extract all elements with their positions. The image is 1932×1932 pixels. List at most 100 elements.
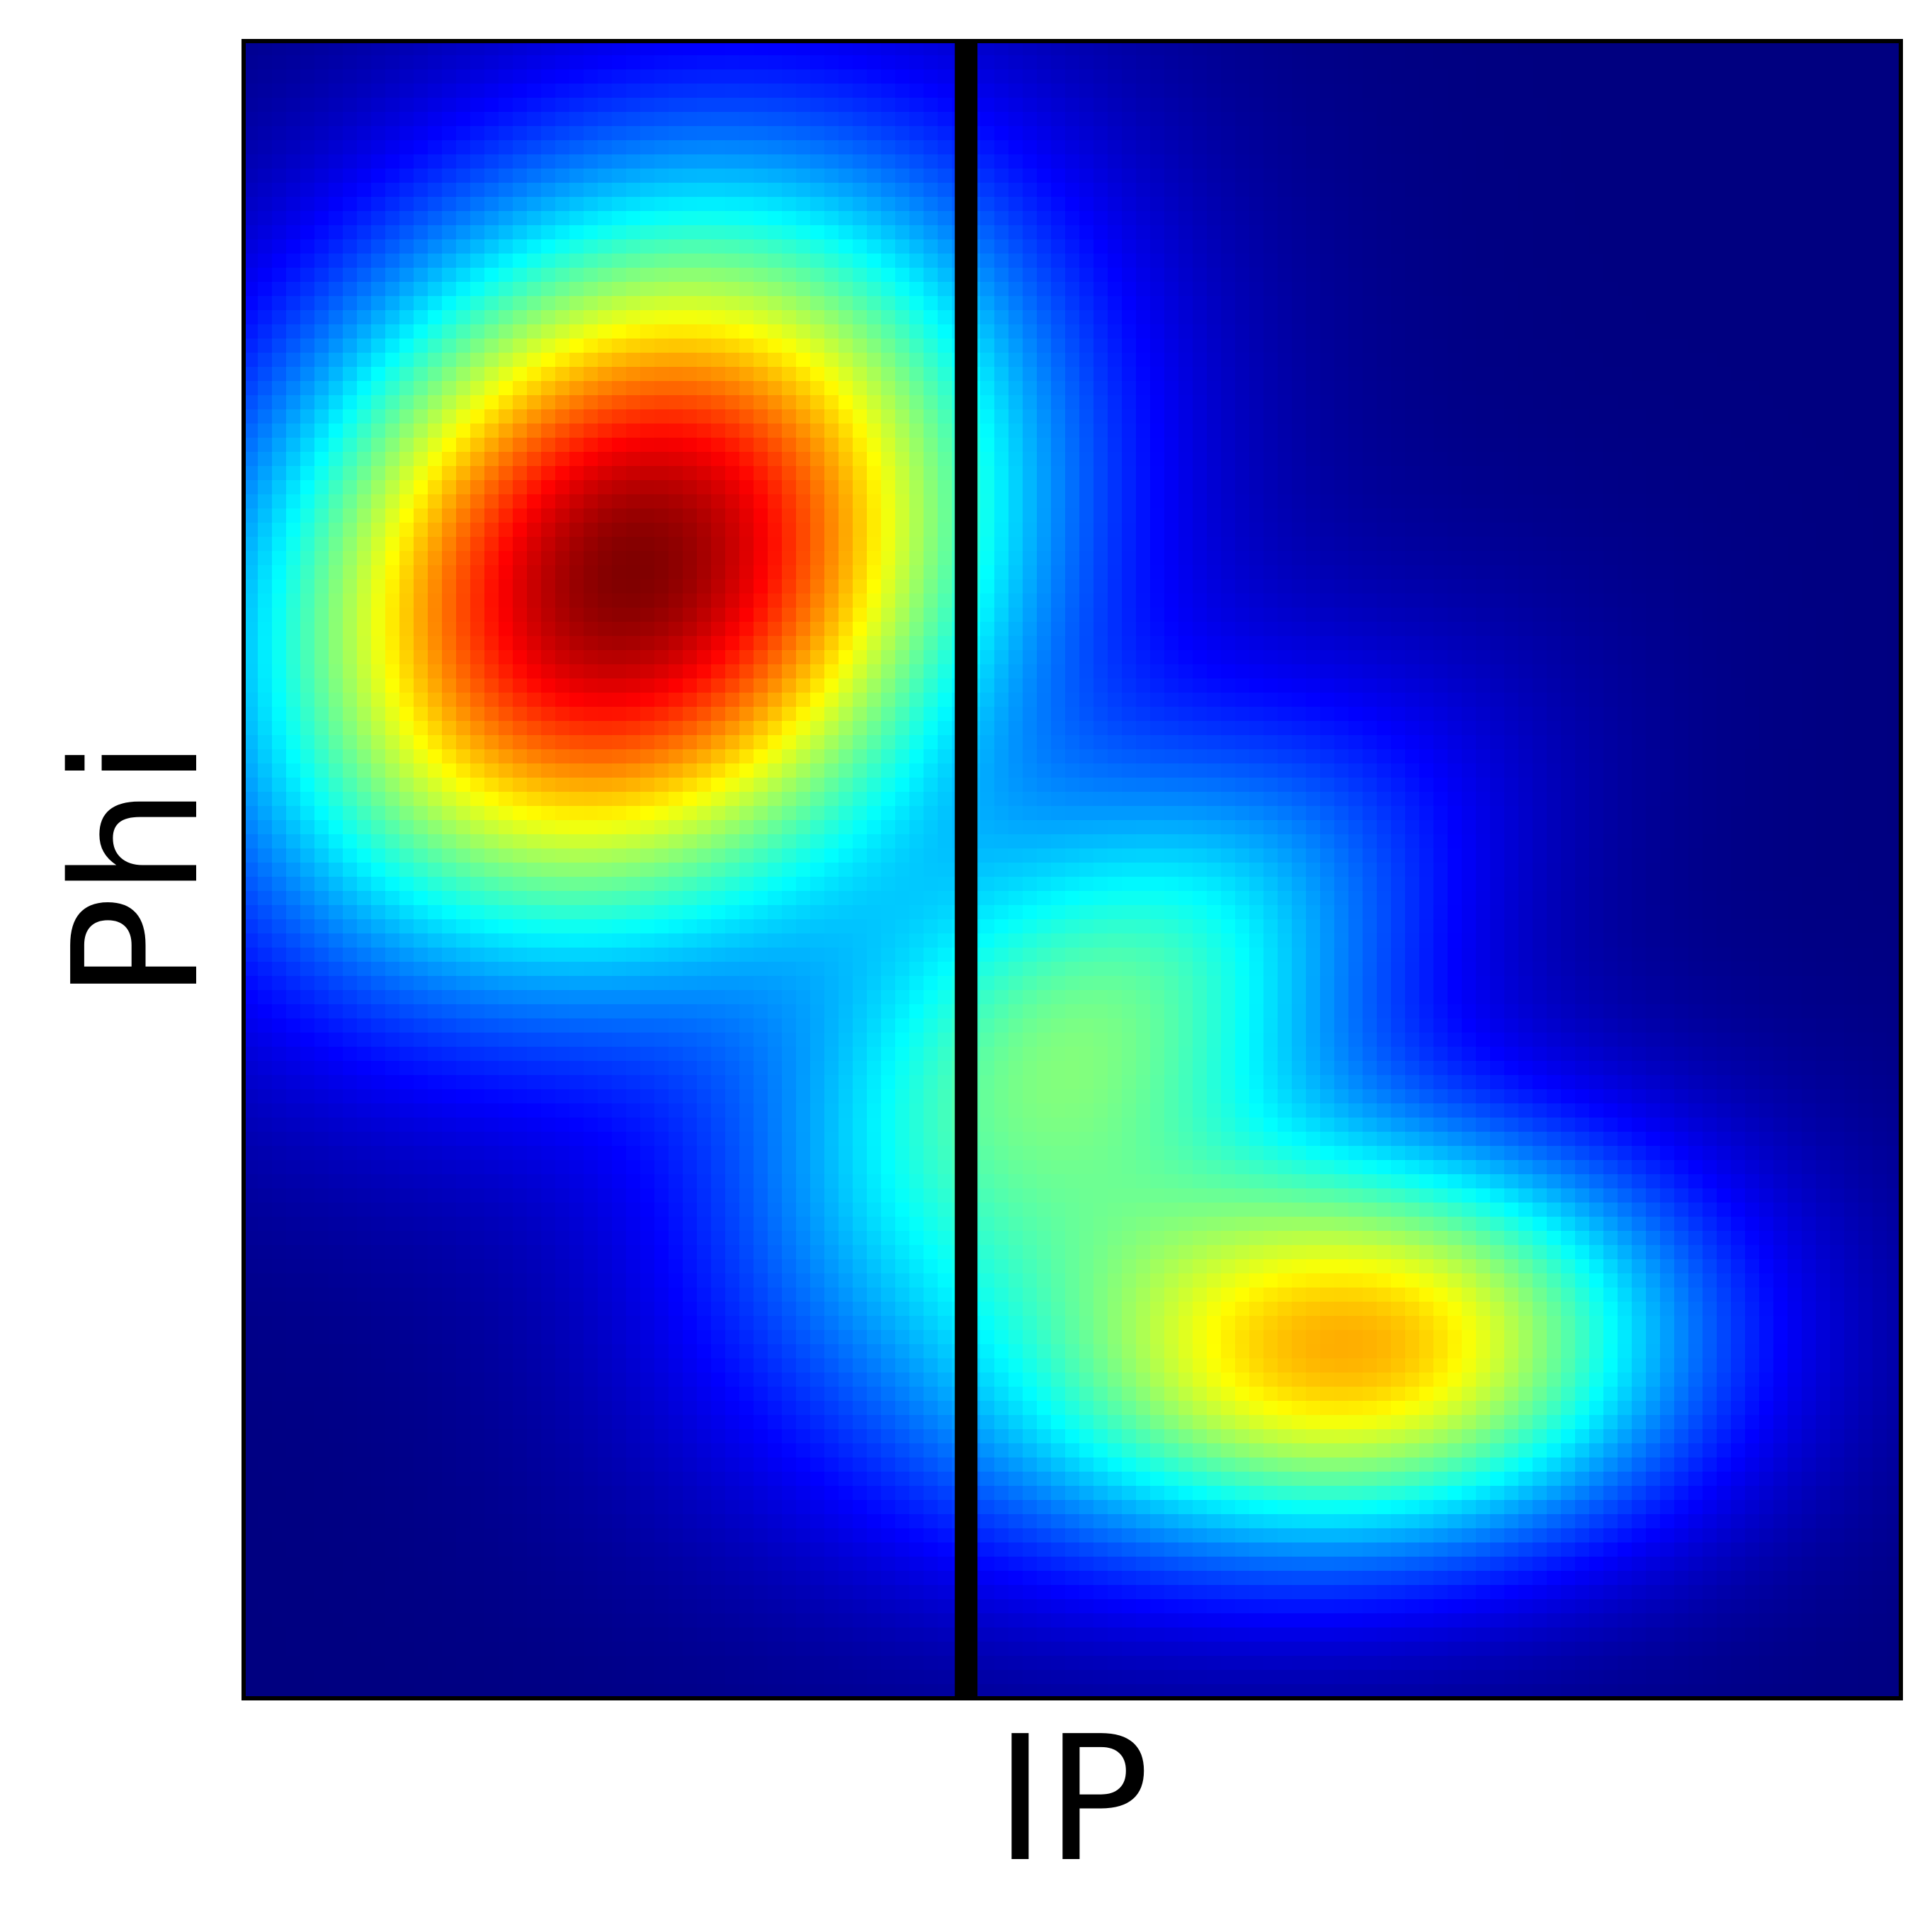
heatmap-cell: [1306, 225, 1321, 240]
heatmap-cell: [541, 324, 556, 339]
heatmap-cell: [1334, 296, 1349, 311]
heatmap-cell: [569, 409, 584, 424]
heatmap-cell: [385, 622, 400, 637]
heatmap-cell: [796, 608, 811, 623]
heatmap-cell: [329, 395, 343, 410]
heatmap-cell: [654, 282, 669, 297]
heatmap-cell: [1873, 381, 1887, 396]
heatmap-cell: [513, 565, 528, 580]
heatmap-cell: [1377, 183, 1392, 198]
heatmap-cell: [626, 579, 641, 594]
heatmap-cell: [1476, 183, 1491, 198]
heatmap-cell: [329, 508, 343, 523]
heatmap-cell: [300, 69, 315, 84]
heatmap-cell: [1703, 296, 1717, 311]
heatmap-cell: [1802, 183, 1817, 198]
heatmap-cell: [442, 126, 457, 141]
heatmap-cell: [513, 69, 528, 84]
heatmap-cell: [584, 211, 598, 226]
heatmap-cell: [1674, 494, 1689, 509]
heatmap-cell: [541, 225, 556, 240]
heatmap-cell: [470, 636, 485, 651]
heatmap-cell: [924, 622, 938, 637]
heatmap-cell: [796, 169, 811, 183]
heatmap-cell: [1377, 438, 1392, 453]
heatmap-cell: [1023, 565, 1038, 580]
heatmap-cell: [527, 169, 542, 183]
heatmap-cell: [1504, 537, 1519, 552]
heatmap-cell: [1887, 494, 1901, 509]
heatmap-cell: [839, 310, 853, 325]
heatmap-cell: [1703, 41, 1717, 56]
heatmap-cell: [909, 225, 924, 240]
heatmap-cell: [329, 126, 343, 141]
heatmap-cell: [1348, 183, 1363, 198]
heatmap-cell: [1320, 593, 1335, 608]
heatmap-cell: [669, 140, 683, 155]
heatmap-cell: [1773, 98, 1788, 113]
heatmap-cell: [1788, 409, 1802, 424]
heatmap-cell: [1518, 41, 1533, 56]
heatmap-cell: [499, 636, 513, 651]
heatmap-cell: [612, 409, 627, 424]
heatmap-cell: [938, 310, 953, 325]
heatmap-cell: [1391, 126, 1406, 141]
heatmap-cell: [1873, 239, 1887, 254]
heatmap-cell: [612, 424, 627, 438]
heatmap-cell: [1660, 480, 1675, 495]
heatmap-cell: [640, 438, 655, 453]
heatmap-cell: [513, 339, 528, 353]
heatmap-cell: [329, 154, 343, 169]
heatmap-cell: [1632, 55, 1647, 70]
heatmap-cell: [1646, 339, 1661, 353]
heatmap-cell: [739, 239, 754, 254]
heatmap-cell: [640, 537, 655, 552]
heatmap-cell: [1575, 608, 1590, 623]
heatmap-cell: [1320, 622, 1335, 637]
heatmap-cell: [286, 98, 301, 113]
heatmap-cell: [683, 84, 698, 98]
heatmap-cell: [1717, 339, 1732, 353]
heatmap-cell: [244, 551, 258, 566]
heatmap-cell: [244, 55, 258, 70]
heatmap-cell: [1108, 508, 1123, 523]
heatmap-cell: [1023, 69, 1038, 84]
heatmap-cell: [1518, 140, 1533, 155]
heatmap-cell: [711, 608, 726, 623]
heatmap-cell: [598, 409, 613, 424]
heatmap-cell: [1178, 523, 1193, 538]
heatmap-cell: [484, 424, 499, 438]
heatmap-cell: [810, 225, 825, 240]
heatmap-cell: [513, 98, 528, 113]
heatmap-cell: [244, 140, 258, 155]
heatmap-cell: [924, 282, 938, 297]
heatmap-cell: [1249, 310, 1264, 325]
heatmap-cell: [1589, 55, 1604, 70]
heatmap-cell: [1589, 622, 1604, 637]
heatmap-cell: [881, 268, 896, 283]
heatmap-cell: [1802, 112, 1817, 127]
heatmap-cell: [286, 395, 301, 410]
heatmap-cell: [754, 438, 768, 453]
heatmap-cell: [329, 41, 343, 56]
heatmap-cell: [1618, 84, 1632, 98]
heatmap-cell: [1164, 622, 1179, 637]
heatmap-cell: [881, 126, 896, 141]
heatmap-cell: [598, 565, 613, 580]
heatmap-cell: [1008, 608, 1023, 623]
heatmap-cell: [598, 112, 613, 127]
heatmap-cell: [272, 197, 287, 212]
heatmap-cell: [1816, 395, 1831, 410]
heatmap-cell: [357, 140, 372, 155]
heatmap-cell: [584, 353, 598, 368]
heatmap-cell: [1150, 593, 1165, 608]
heatmap-cell: [1844, 268, 1859, 283]
heatmap-cell: [286, 494, 301, 509]
heatmap-cell: [881, 395, 896, 410]
heatmap-cell: [697, 112, 712, 127]
heatmap-cell: [385, 537, 400, 552]
heatmap-cell: [343, 608, 358, 623]
heatmap-cell: [1717, 211, 1732, 226]
heatmap-cell: [1561, 579, 1576, 594]
heatmap-cell: [1419, 537, 1434, 552]
